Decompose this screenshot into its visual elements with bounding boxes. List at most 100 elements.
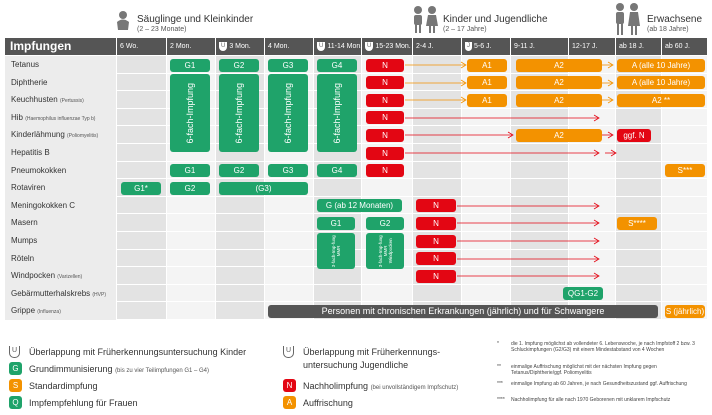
legend-n-sub: (bei unvollständigem Impfschutz) — [370, 385, 459, 391]
n-badge: N — [366, 111, 404, 125]
column-shade — [510, 214, 568, 231]
windpocken-n: N — [416, 269, 456, 283]
legend-n: Nachholimpfung (bei unvollständigem Impf… — [303, 380, 458, 394]
legend-g-main: Grundimmunisierung — [29, 364, 113, 374]
header-age-label: 9-11 J. — [514, 43, 535, 50]
note-2-mark: ** — [497, 364, 501, 370]
a2-star-badge: A2 ** — [617, 93, 705, 107]
mmr-block-2: 3-fach-Imp-fung MMR Windpocken — [366, 232, 404, 269]
header-age-5: U 15-23 Mon. — [361, 38, 412, 55]
header-age-4: U 11-14 Mon. — [313, 38, 363, 55]
pneumo-g1: G1 — [170, 164, 210, 178]
legend-s-icon: S — [9, 379, 22, 392]
header-age-label: 11-14 Mon. — [327, 43, 363, 50]
legend-u-kinder-icon: U — [9, 346, 20, 358]
pneumo-g2: G2 — [219, 164, 259, 178]
header-age-label: 4 Mon. — [268, 43, 290, 50]
header-bar — [5, 38, 707, 55]
column-shade — [615, 232, 661, 249]
column-divider — [116, 56, 117, 320]
column-shade — [412, 161, 461, 179]
column-shade — [215, 196, 264, 214]
column-shade — [116, 249, 166, 267]
footnotes: * die 1. Impfung möglichst ab vollendete… — [497, 341, 709, 413]
arrow-right-icon — [605, 149, 617, 157]
header-age-9: 12-17 J. — [568, 38, 615, 55]
row-label-10: Mumps — [5, 232, 116, 250]
adults-icon — [612, 2, 642, 36]
column-shade — [313, 179, 361, 196]
column-shade — [313, 267, 361, 284]
column-shade — [412, 91, 461, 108]
column-shade — [412, 56, 461, 73]
column-shade — [510, 196, 568, 214]
s-yearly-badge: S (jährlich) — [665, 304, 705, 318]
column-shade — [116, 126, 166, 143]
header-age-10: ab 18 J. — [615, 38, 661, 55]
row-label-sub: (Pertussis) — [59, 98, 84, 105]
column-shade — [510, 232, 568, 249]
n-badge: N — [366, 93, 404, 107]
arrow-right-icon — [405, 114, 600, 122]
arrow-right-icon — [405, 132, 514, 139]
mmr-g1_mmr: G1 — [317, 216, 355, 230]
n-badge: N — [366, 164, 404, 178]
rota-g3: (G3) — [219, 181, 308, 195]
row-label-sub: (Poliomyelitis) — [67, 133, 99, 140]
column-shade — [615, 196, 661, 214]
roeteln-n: N — [416, 252, 456, 266]
six-fach-label: 6-fach-Impfung — [234, 82, 244, 144]
column-shade — [615, 144, 661, 161]
hpv-qg1g2-badge: QG1-G2 — [563, 287, 603, 301]
arrow-right-icon — [457, 202, 600, 210]
group-youth: Kinder und Jugendliche (2 – 17 Jahre) — [443, 14, 593, 34]
a1-badge: A1 — [467, 76, 507, 90]
column-shade — [116, 302, 166, 319]
legend-n-icon: N — [283, 379, 296, 392]
a1-badge: A1 — [467, 58, 507, 72]
note-4-mark: **** — [497, 397, 505, 403]
legend-q: Impfempfehlung für Frauen — [29, 398, 138, 408]
s-quad-badge: S**** — [617, 216, 657, 230]
group-youth-title: Kinder und Jugendliche — [443, 14, 548, 25]
arrow-right-icon — [457, 237, 600, 245]
column-shade — [215, 267, 264, 284]
group-infants-title: Säuglinge und Kleinkinder — [137, 14, 254, 25]
column-divider — [510, 56, 511, 320]
column-shade — [215, 302, 264, 319]
column-divider — [313, 56, 314, 320]
row-label-text: Masern — [11, 218, 38, 228]
column-shade — [215, 214, 264, 231]
header-age-1: 2 Mon. — [166, 38, 215, 55]
row-label-sub: (Varizellen) — [57, 274, 83, 281]
row-label-text: Röteln — [11, 253, 35, 263]
column-shade — [412, 126, 461, 143]
six-fach-block-4: 6-fach-Impfung — [317, 74, 357, 152]
column-shade — [510, 267, 568, 284]
g-block-label-1: G1 — [170, 58, 210, 72]
header-title: Impfungen — [10, 39, 72, 53]
legend: U Überlappung mit Früherkennungsuntersuc… — [5, 340, 490, 412]
column-shade — [412, 284, 461, 302]
column-shade — [510, 179, 568, 196]
row-label-1: Diphtherie — [5, 73, 116, 92]
chronic-banner: Personen mit chronischen Erkrankungen (j… — [268, 304, 658, 318]
row-label-14: Grippe (Influenza) — [5, 302, 116, 320]
a2-badge: A2 — [516, 58, 602, 72]
menc-g-badge: G (ab 12 Monaten) — [317, 199, 402, 213]
pneumo-g3: G3 — [268, 164, 308, 178]
column-shade — [116, 144, 166, 161]
header-age-3: 4 Mon. — [264, 38, 313, 55]
column-shade — [116, 161, 166, 179]
header-age-label: 5-6 J. — [474, 43, 492, 50]
row-label-text: Meningokokken C — [11, 200, 76, 210]
row-label-text: Pneumokokken — [11, 165, 67, 175]
header-age-11: ab 60 J. — [661, 38, 707, 55]
mmr-label: 3-fach-Imp-fung MMR Windpocken — [377, 234, 393, 267]
row-label-7: Rotaviren — [5, 179, 116, 197]
column-shade — [412, 73, 461, 91]
column-shade — [412, 144, 461, 161]
row-label-text: Gebärmutterhalskrebs — [11, 288, 91, 298]
note-2: einmalige Auffrischung möglichst mit der… — [511, 364, 657, 376]
column-shade — [615, 284, 661, 302]
